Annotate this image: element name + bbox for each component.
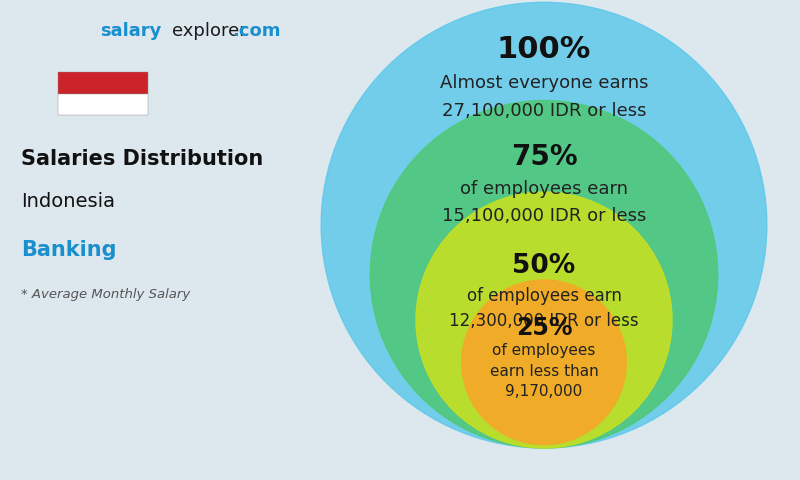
Text: 50%: 50% — [512, 253, 576, 279]
Text: Banking: Banking — [21, 240, 116, 260]
Text: 15,100,000 IDR or less: 15,100,000 IDR or less — [442, 207, 646, 225]
Text: Indonesia: Indonesia — [21, 192, 114, 211]
Text: * Average Monthly Salary: * Average Monthly Salary — [21, 288, 190, 301]
FancyBboxPatch shape — [58, 94, 148, 115]
Circle shape — [321, 2, 767, 448]
Text: of employees: of employees — [492, 343, 596, 359]
Text: .com: .com — [232, 22, 281, 40]
Text: earn less than: earn less than — [490, 364, 598, 379]
Text: 100%: 100% — [497, 35, 591, 64]
Text: 25%: 25% — [516, 316, 572, 340]
FancyBboxPatch shape — [58, 72, 148, 94]
Text: 75%: 75% — [510, 143, 578, 170]
Text: salary: salary — [100, 22, 161, 40]
Text: of employees earn: of employees earn — [460, 180, 628, 198]
Text: 27,100,000 IDR or less: 27,100,000 IDR or less — [442, 102, 646, 120]
Text: explorer: explorer — [172, 22, 246, 40]
Circle shape — [462, 280, 626, 444]
Text: Salaries Distribution: Salaries Distribution — [21, 149, 263, 169]
Circle shape — [416, 192, 672, 448]
Text: 12,300,000 IDR or less: 12,300,000 IDR or less — [449, 312, 639, 330]
Circle shape — [370, 101, 718, 448]
Text: 9,170,000: 9,170,000 — [506, 384, 582, 399]
Text: Almost everyone earns: Almost everyone earns — [440, 74, 648, 93]
Text: of employees earn: of employees earn — [466, 287, 622, 305]
